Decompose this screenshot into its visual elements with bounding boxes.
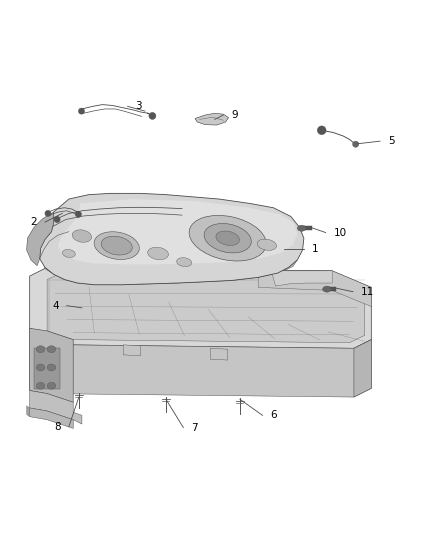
Polygon shape [195, 114, 229, 125]
Polygon shape [123, 345, 141, 356]
Ellipse shape [101, 236, 132, 255]
Text: 5: 5 [388, 136, 395, 146]
Ellipse shape [216, 231, 240, 246]
Ellipse shape [257, 239, 276, 251]
Text: 3: 3 [135, 101, 142, 111]
Ellipse shape [297, 225, 306, 231]
Circle shape [75, 211, 81, 217]
FancyBboxPatch shape [34, 348, 60, 389]
Text: 7: 7 [191, 423, 198, 433]
Polygon shape [258, 271, 371, 306]
Ellipse shape [36, 346, 45, 353]
Ellipse shape [204, 223, 251, 253]
Text: 4: 4 [52, 301, 59, 311]
Polygon shape [27, 406, 30, 417]
FancyArrow shape [304, 227, 312, 230]
Polygon shape [27, 212, 53, 265]
Polygon shape [30, 328, 371, 397]
Ellipse shape [148, 247, 169, 260]
Polygon shape [30, 268, 371, 349]
Circle shape [78, 108, 85, 114]
Polygon shape [47, 273, 365, 343]
Text: 1: 1 [312, 244, 318, 254]
Ellipse shape [47, 382, 56, 389]
Text: 9: 9 [231, 110, 238, 120]
Polygon shape [354, 340, 371, 397]
Circle shape [149, 112, 156, 119]
Ellipse shape [47, 346, 56, 353]
Ellipse shape [62, 249, 75, 257]
Text: 2: 2 [31, 217, 37, 227]
Ellipse shape [189, 215, 266, 261]
Circle shape [318, 126, 326, 135]
Polygon shape [30, 391, 82, 424]
Ellipse shape [36, 382, 45, 389]
Circle shape [353, 141, 359, 147]
Ellipse shape [322, 286, 331, 292]
Polygon shape [271, 271, 332, 286]
Ellipse shape [36, 364, 45, 371]
Circle shape [54, 216, 60, 223]
Ellipse shape [47, 364, 56, 371]
Text: 10: 10 [333, 228, 346, 238]
Polygon shape [30, 328, 73, 402]
Polygon shape [30, 408, 73, 429]
Polygon shape [210, 349, 228, 360]
Text: 11: 11 [361, 287, 374, 297]
Text: 6: 6 [270, 410, 277, 421]
FancyArrow shape [328, 287, 336, 291]
Ellipse shape [94, 232, 139, 260]
Circle shape [45, 211, 51, 216]
Polygon shape [40, 193, 304, 285]
Ellipse shape [177, 258, 192, 266]
Text: 8: 8 [54, 422, 61, 432]
Polygon shape [58, 199, 297, 264]
Polygon shape [44, 260, 297, 285]
Ellipse shape [72, 230, 92, 243]
